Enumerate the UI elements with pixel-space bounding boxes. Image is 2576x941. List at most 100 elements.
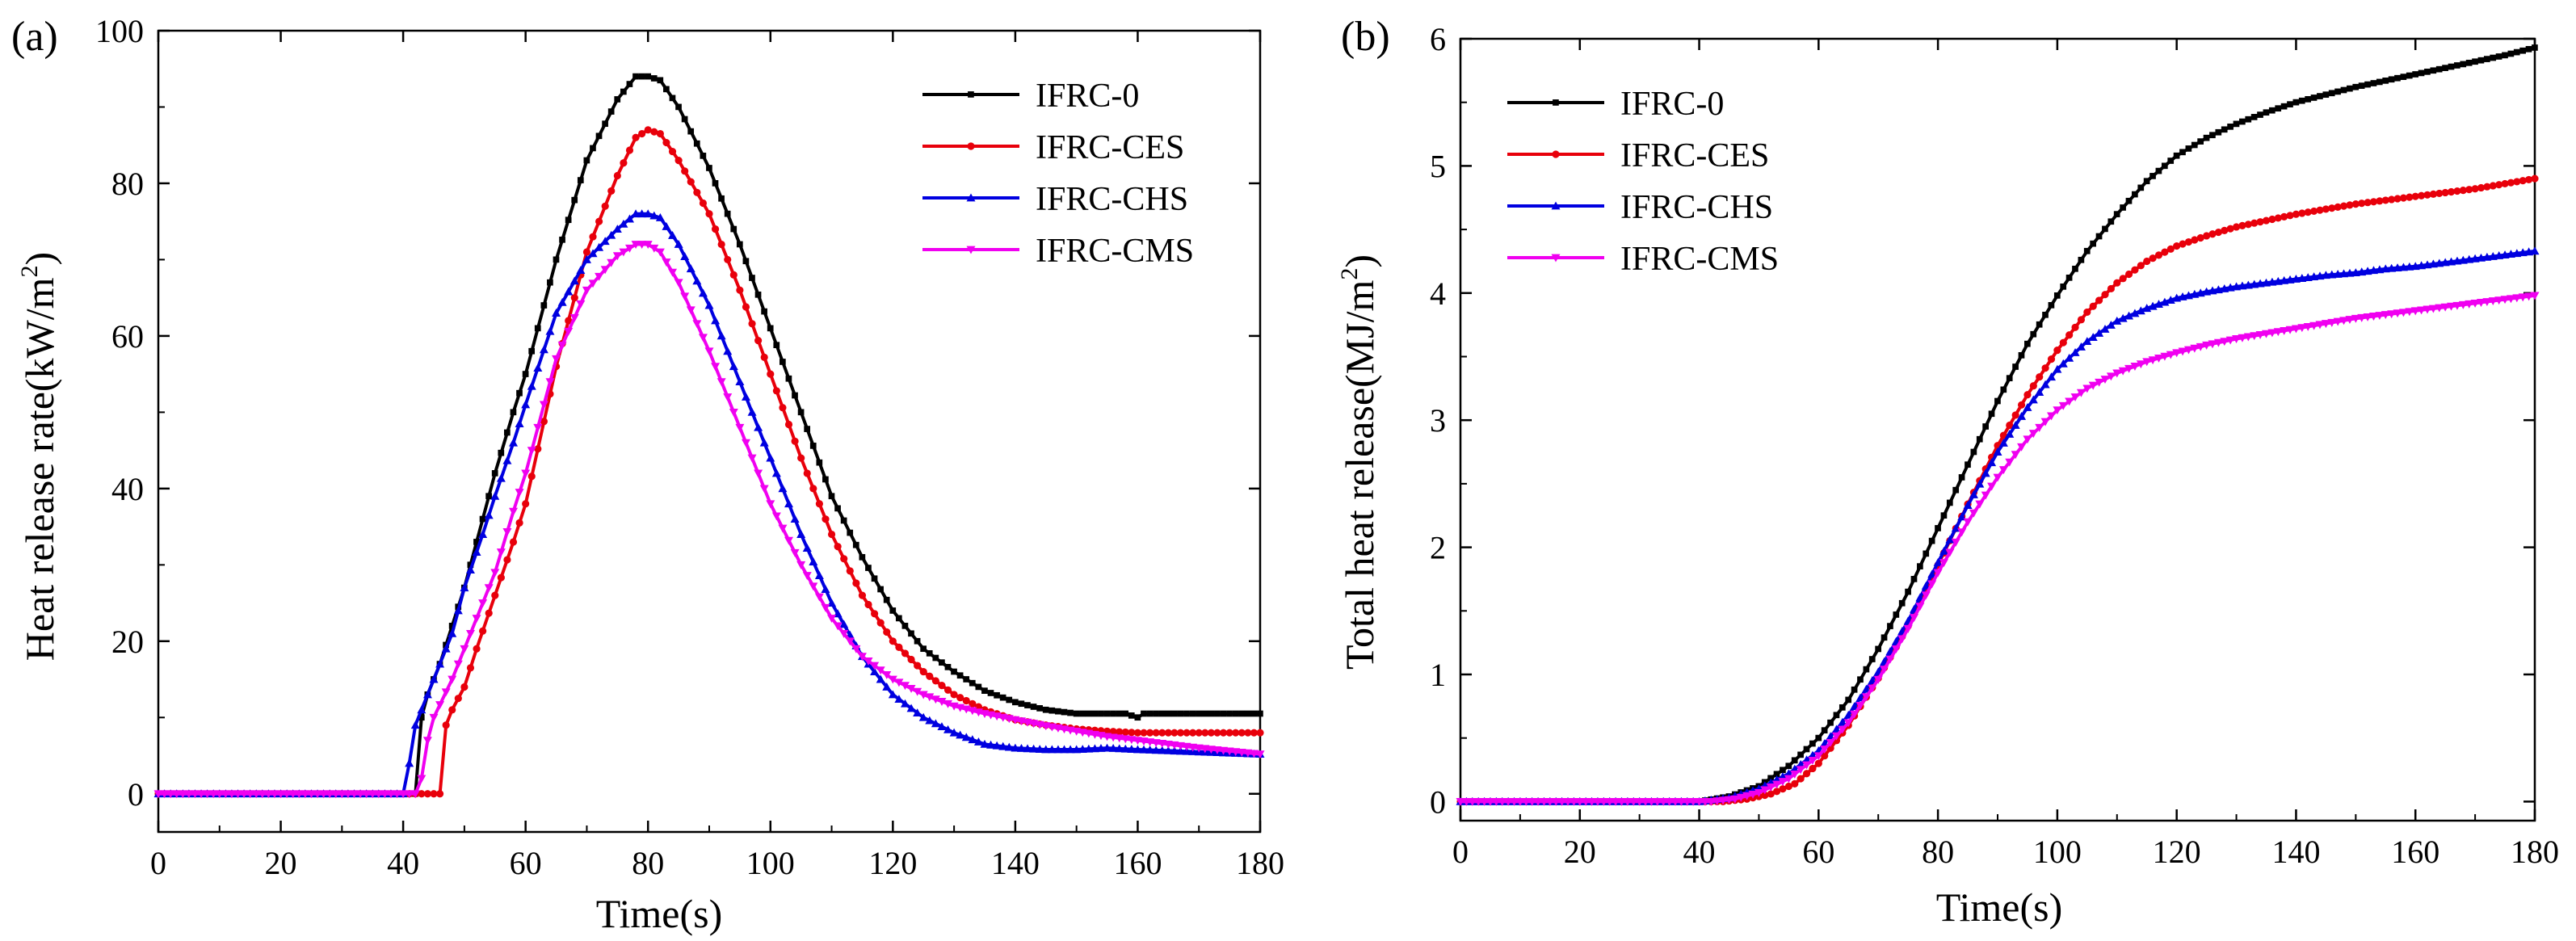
panel-b-series-ifrc-cms-point — [1587, 797, 1597, 806]
panel-a-series-ifrc-chs-point — [624, 214, 634, 223]
panel-a-series-ifrc-chs-point — [1029, 744, 1039, 753]
panel-b-y-tick-label: 2 — [1430, 530, 1446, 566]
panel-b-series-ifrc-ces-point — [2304, 208, 2312, 216]
panel-a-series-ifrc-chs-point — [809, 557, 818, 565]
panel-a-series-ifrc-ces-point — [822, 515, 830, 523]
panel-a-series-ifrc-cms-point — [827, 615, 837, 623]
panel-a-series-ifrc-cms-point — [882, 670, 892, 679]
panel-b-series-ifrc-cms-point — [2220, 338, 2229, 347]
panel-a-series-ifrc-ces-point — [883, 628, 891, 636]
panel-b-series-ifrc-ces-point — [2196, 233, 2204, 242]
panel-b-series-ifrc-cms-point — [2100, 376, 2110, 384]
panel-b-series-ifrc-0-point — [2132, 191, 2138, 198]
panel-b-series-ifrc-cms-point — [1473, 797, 1483, 806]
panel-b-series-ifrc-0-point — [1965, 461, 1971, 468]
panel-b-series-ifrc-cms-point — [2321, 320, 2330, 329]
panel-b-series-ifrc-cms-point — [1725, 796, 1733, 804]
panel-b-series-ifrc-chs-point — [2005, 430, 2015, 438]
panel-b-series-ifrc-cms-point — [2225, 336, 2235, 345]
panel-a-series-ifrc-cms-point — [393, 790, 402, 799]
panel-a-series-ifrc-0-point — [908, 630, 914, 637]
panel-b-series-ifrc-chs-point — [2321, 271, 2330, 279]
panel-a-series-ifrc-0-point — [700, 153, 707, 159]
panel-b-series-ifrc-cms-point — [2417, 306, 2427, 315]
panel-a-series-ifrc-chs-point — [1016, 743, 1026, 752]
panel-a-series-ifrc-cms-point — [569, 313, 579, 322]
panel-a-series-ifrc-ces-point — [509, 538, 518, 546]
panel-a-series-ifrc-cms-point — [754, 469, 763, 478]
panel-a-series-ifrc-cms-point — [624, 244, 634, 253]
panel-b-series-ifrc-ces-point — [2208, 230, 2217, 238]
panel-a-series-ifrc-0-point — [534, 325, 541, 332]
panel-a-series-ifrc-0-point — [994, 691, 1000, 699]
panel-a-series-ifrc-cms-point — [612, 252, 622, 261]
panel-a-series-ifrc-cms-point — [668, 268, 678, 277]
panel-a-y-tick-label: 60 — [111, 318, 144, 355]
panel-a-series-ifrc-0-point — [963, 676, 970, 683]
panel-a-series-ifrc-ces-point — [601, 202, 609, 210]
panel-b-x-tick-label: 40 — [1683, 834, 1716, 870]
panel-a-series-ifrc-0-point — [669, 95, 676, 102]
panel-a-series-ifrc-cms-point — [576, 300, 586, 309]
panel-a-series-ifrc-ces-point — [473, 645, 481, 653]
panel-b-legend-ifrc-0-marker — [1553, 99, 1559, 106]
panel-a-series-ifrc-0-point — [1048, 707, 1056, 714]
panel-b-series-ifrc-ces-point — [2310, 207, 2318, 216]
panel-a-series-ifrc-cms-point — [1163, 740, 1173, 749]
panel-b-series-ifrc-ces-point — [2238, 221, 2246, 229]
panel-b-series-ifrc-cms-point — [1569, 797, 1578, 806]
panel-b-x-tick-label: 140 — [2271, 834, 2320, 870]
panel-b-series-ifrc-ces-point — [2166, 245, 2175, 253]
panel-b-series-ifrc-cms-point — [2398, 309, 2408, 317]
panel-b-series-ifrc-0-point — [2418, 69, 2425, 77]
panel-b-series-ifrc-ces-point — [2429, 190, 2437, 198]
panel-b-legend-ifrc-ces-marker — [1552, 150, 1560, 158]
panel-b-series-ifrc-chs-point — [2345, 268, 2355, 277]
panel-b-series-ifrc-ces-point — [2525, 175, 2533, 183]
panel-a-series-ifrc-ces-point — [950, 691, 958, 699]
panel-b-series-ifrc-cms-point — [1456, 797, 1465, 806]
panel-a-series-ifrc-ces-point — [1189, 729, 1197, 737]
panel-b-series-ifrc-cms-point — [1676, 797, 1686, 806]
panel-a-series-ifrc-cms-point — [839, 629, 849, 638]
panel-a-series-ifrc-cms-point — [203, 790, 212, 799]
panel-b-series-ifrc-chs-point — [1933, 557, 1943, 566]
panel-a-y-tick-label: 0 — [128, 776, 144, 813]
panel-a-series-ifrc-ces-point — [711, 225, 720, 233]
panel-b-series-ifrc-cms-point — [2452, 301, 2462, 310]
panel-b-series-ifrc-cms-point — [2447, 302, 2456, 311]
panel-a-series-ifrc-0-point — [1257, 710, 1263, 717]
panel-a-series-ifrc-0-point — [975, 683, 982, 691]
panel-a-series-ifrc-cms-point — [925, 693, 935, 702]
panel-a-series-ifrc-cms-point — [1255, 750, 1265, 759]
panel-a-series-ifrc-chs-point — [564, 287, 574, 296]
panel-b-series-ifrc-0-point — [1797, 751, 1804, 758]
panel-b-series-ifrc-ces-point — [2459, 187, 2467, 195]
panel-a-series-ifrc-ces-point — [466, 664, 475, 672]
panel-a-series-ifrc-ces-point — [485, 609, 493, 617]
panel-a-series-ifrc-0-point — [1141, 710, 1147, 717]
panel-a-series-ifrc-cms-point — [851, 645, 861, 653]
panel-b-series-ifrc-cms-point — [1748, 790, 1758, 799]
panel-a-series-ifrc-ces-point — [570, 294, 578, 302]
panel-a-series-ifrc-cms-point — [386, 790, 396, 799]
panel-b-series-ifrc-chs-point — [2112, 316, 2122, 325]
panel-b-series-ifrc-chs-point — [1981, 468, 1990, 477]
panel-a-series-ifrc-chs-point — [680, 252, 690, 261]
panel-a-series-ifrc-cms-point — [1206, 746, 1216, 754]
panel-b-series-ifrc-cms-point — [2070, 393, 2080, 402]
panel-b-series-ifrc-0-point — [1952, 486, 1960, 494]
panel-a-series-ifrc-cms-point — [711, 363, 721, 372]
panel-a-series-ifrc-cms-point — [1200, 745, 1210, 754]
panel-a-series-ifrc-cms-point — [422, 737, 432, 746]
panel-b-series-ifrc-ces-point — [2173, 242, 2181, 250]
panel-a-series-ifrc-cms-point — [833, 622, 843, 631]
panel-b-series-ifrc-cms-point — [2035, 423, 2044, 432]
panel-b-series-ifrc-0-point — [1791, 757, 1798, 764]
panel-a-series-ifrc-cms-point — [704, 347, 714, 356]
panel-b-series-ifrc-cms-point — [1539, 797, 1549, 806]
panel-b-series-ifrc-chs-point — [2035, 388, 2044, 396]
panel-b-series-ifrc-chs-point — [1927, 569, 1937, 578]
panel-b-series-ifrc-cms-point — [1790, 770, 1800, 779]
panel-a-series-ifrc-cms-point — [735, 423, 745, 432]
